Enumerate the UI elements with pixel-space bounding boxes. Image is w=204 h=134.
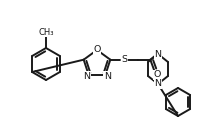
Text: N: N [83,72,90,81]
Text: CH₃: CH₃ [38,27,53,36]
Text: O: O [93,44,100,53]
Text: O: O [153,70,160,79]
Text: N: N [103,72,110,81]
Text: S: S [121,55,127,64]
Text: N: N [154,79,161,88]
Text: N: N [154,49,161,59]
